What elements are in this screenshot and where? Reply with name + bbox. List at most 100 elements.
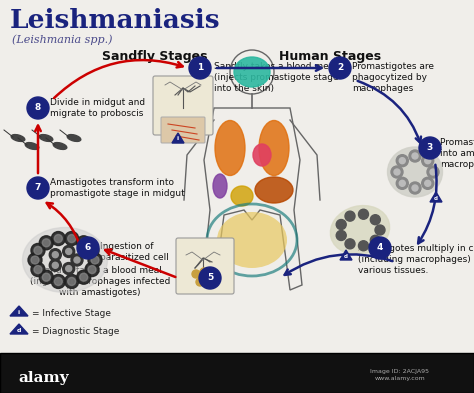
Circle shape [409,182,421,194]
Circle shape [55,277,62,285]
Circle shape [196,278,204,286]
Circle shape [52,252,58,258]
Text: Sandfly Stages: Sandfly Stages [102,50,208,63]
Ellipse shape [53,143,67,149]
Circle shape [74,257,80,263]
Text: Amastigotes transform into
promastigote stage in midgut: Amastigotes transform into promastigote … [50,178,185,198]
Ellipse shape [217,212,287,268]
FancyBboxPatch shape [176,238,234,294]
Text: Image ID: 2ACJA95
www.alamy.com: Image ID: 2ACJA95 www.alamy.com [371,369,429,381]
Circle shape [66,266,72,272]
FancyBboxPatch shape [153,76,213,135]
Text: Promastigotes are
phagocytized by
macrophages: Promastigotes are phagocytized by macrop… [352,62,434,93]
FancyBboxPatch shape [0,353,474,393]
Ellipse shape [231,186,253,206]
Circle shape [64,274,79,288]
Polygon shape [10,324,28,334]
Text: (Leishmania spp.): (Leishmania spp.) [12,34,112,44]
Ellipse shape [234,57,270,87]
Circle shape [71,254,83,266]
Circle shape [189,57,211,79]
Text: = Diagnostic Stage: = Diagnostic Stage [32,327,119,336]
Circle shape [31,256,39,264]
Polygon shape [10,306,28,316]
Circle shape [42,273,50,281]
Circle shape [422,177,434,189]
Ellipse shape [253,144,271,166]
Text: i: i [177,136,179,141]
Circle shape [68,235,76,242]
Circle shape [425,158,431,164]
Text: d: d [344,253,348,259]
Text: Leishmaniasis: Leishmaniasis [10,8,220,33]
Text: 7: 7 [35,184,41,193]
Circle shape [80,239,88,247]
Text: 1: 1 [197,64,203,72]
Circle shape [64,231,79,246]
Polygon shape [430,192,442,202]
Text: Sandfly takes a blood meal
(ingests macrophages infected
with amastigotes): Sandfly takes a blood meal (ingests macr… [30,266,170,297]
Circle shape [399,180,405,186]
Circle shape [39,270,53,284]
Text: 3: 3 [427,143,433,152]
Ellipse shape [213,174,227,198]
Ellipse shape [11,134,25,141]
Text: alamy: alamy [18,371,69,385]
Circle shape [399,158,405,164]
Circle shape [345,211,355,221]
Circle shape [88,246,96,254]
Circle shape [204,276,212,284]
Text: Human Stages: Human Stages [279,50,381,63]
Circle shape [49,259,61,271]
Circle shape [199,267,221,289]
Text: = Infective Stage: = Infective Stage [32,310,111,318]
Circle shape [77,237,99,259]
Ellipse shape [388,147,443,197]
Circle shape [412,185,418,191]
FancyBboxPatch shape [161,117,205,143]
Circle shape [425,180,431,186]
Circle shape [391,166,403,178]
Circle shape [88,266,96,274]
Circle shape [200,268,208,276]
Circle shape [370,235,380,245]
Circle shape [31,243,45,257]
Circle shape [396,177,408,189]
Circle shape [91,256,99,264]
Circle shape [394,169,400,175]
Circle shape [427,166,439,178]
Polygon shape [340,250,352,260]
Circle shape [77,270,91,284]
Circle shape [422,155,434,167]
Text: d: d [17,327,21,332]
Circle shape [192,270,200,278]
Circle shape [409,150,421,162]
Circle shape [396,155,408,167]
Text: Divide in midgut and
migrate to proboscis: Divide in midgut and migrate to probosci… [50,98,145,118]
Circle shape [55,235,62,242]
Text: 6: 6 [85,244,91,252]
Text: 5: 5 [207,274,213,283]
Circle shape [27,177,49,199]
Ellipse shape [22,228,108,292]
Circle shape [77,236,91,250]
Circle shape [34,246,42,254]
Circle shape [42,239,50,247]
Circle shape [358,241,368,251]
Text: 8: 8 [35,103,41,112]
Circle shape [34,266,42,274]
Text: i: i [18,310,20,314]
Circle shape [412,153,418,159]
Circle shape [27,97,49,119]
Ellipse shape [25,143,39,149]
Text: Ingestion of
parasitized cell: Ingestion of parasitized cell [100,242,169,262]
Circle shape [39,236,53,250]
Circle shape [88,253,102,267]
Text: Promastigotes transform
into amastigotes inside
macrophages: Promastigotes transform into amastigotes… [440,138,474,169]
Ellipse shape [330,206,390,254]
Circle shape [66,248,72,254]
Circle shape [85,243,99,257]
Circle shape [85,263,99,277]
Circle shape [370,215,380,225]
Circle shape [68,277,76,285]
